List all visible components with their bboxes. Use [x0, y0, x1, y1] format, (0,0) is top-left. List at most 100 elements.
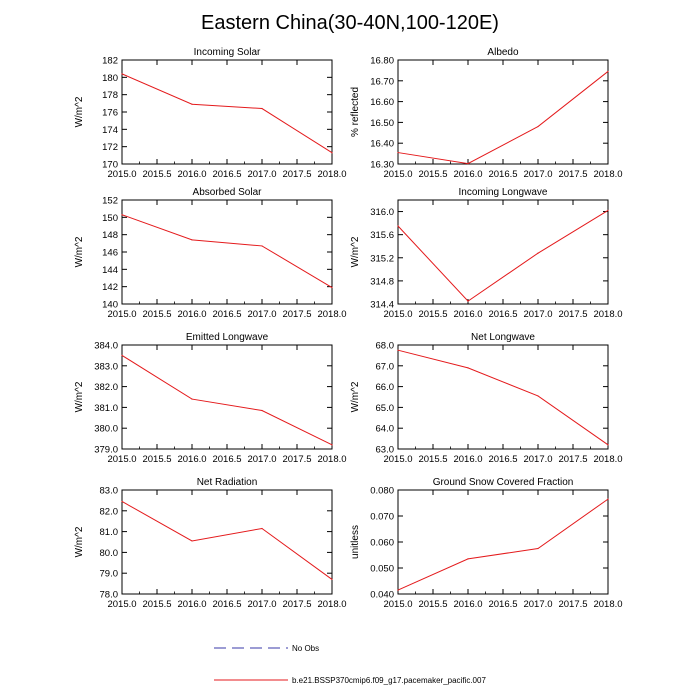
albedo-series-line	[397, 71, 609, 165]
albedo-ytick-label: 16.50	[370, 118, 394, 129]
incoming-solar-ytick-label: 176	[102, 108, 118, 119]
incoming-longwave-xtick-label: 2015.0	[383, 309, 412, 320]
emitted-longwave-xtick-label: 2018.0	[317, 454, 346, 465]
net-radiation-ytick-label: 80.0	[100, 548, 119, 559]
absorbed-solar-data-point	[121, 214, 123, 216]
incoming-longwave-data-point	[607, 209, 609, 211]
emitted-longwave-ytick-label: 380.0	[94, 424, 118, 435]
ground-snow-covered-fraction-ytick-label: 0.060	[370, 538, 394, 549]
net-longwave-xtick-label: 2018.0	[593, 454, 622, 465]
incoming-longwave-xtick-label: 2017.5	[558, 309, 587, 320]
absorbed-solar-ylabel: W/m^2	[74, 236, 85, 267]
net-radiation-xtick-label: 2018.0	[317, 599, 346, 610]
emitted-longwave-xtick-label: 2017.5	[282, 454, 311, 465]
emitted-longwave-xtick-label: 2015.5	[142, 454, 171, 465]
incoming-longwave-data-point	[397, 225, 399, 227]
emitted-longwave-xtick-label: 2015.0	[107, 454, 136, 465]
emitted-longwave-plot-frame	[121, 344, 333, 450]
net-radiation-ytick-label: 78.0	[100, 590, 119, 601]
absorbed-solar-xtick-label: 2015.0	[107, 309, 136, 320]
net-radiation-ytick-label: 83.0	[100, 486, 119, 497]
net-longwave-data-point	[467, 367, 469, 369]
emitted-longwave-xtick-label: 2016.0	[177, 454, 206, 465]
net-longwave-ytick-label: 66.0	[376, 382, 395, 393]
absorbed-solar-xtick-label: 2016.0	[177, 309, 206, 320]
albedo-data-point	[537, 125, 539, 128]
ground-snow-covered-fraction-data-point	[607, 498, 609, 500]
absorbed-solar-xtick-label: 2016.5	[212, 309, 241, 320]
net-longwave-ytick-label: 65.0	[376, 403, 395, 414]
panel-emitted-longwave: Emitted Longwave W/m^2 2015.0 2015.5 2016.0 2…	[74, 332, 347, 465]
emitted-longwave-ytick-label: 384.0	[94, 341, 118, 352]
absorbed-solar-ytick-label: 142	[102, 282, 118, 293]
albedo-data-point	[397, 151, 399, 154]
incoming-longwave-data-point	[467, 300, 469, 302]
ground-snow-covered-fraction-xtick-label: 2017.0	[523, 599, 552, 610]
absorbed-solar-ytick-label: 152	[102, 196, 118, 207]
absorbed-solar-data-point	[191, 239, 193, 241]
net-longwave-data-point	[537, 395, 539, 397]
albedo-ytick-label: 16.80	[370, 56, 394, 67]
incoming-longwave-title: Incoming Longwave	[459, 187, 548, 198]
emitted-longwave-ytick-label: 381.0	[94, 403, 118, 414]
incoming-solar-ytick-label: 170	[102, 160, 118, 171]
incoming-solar-data-point	[121, 73, 123, 75]
incoming-longwave-ytick-label: 315.6	[370, 230, 394, 241]
incoming-longwave-xtick-label: 2016.0	[453, 309, 482, 320]
net-longwave-xtick-label: 2016.5	[488, 454, 517, 465]
net-longwave-series-line	[397, 349, 609, 446]
incoming-longwave-ytick-label: 315.2	[370, 253, 394, 264]
net-radiation-data-point	[331, 578, 333, 581]
albedo-xtick-label: 2016.5	[488, 169, 517, 180]
absorbed-solar-xtick-label: 2017.5	[282, 309, 311, 320]
incoming-solar-xtick-label: 2017.5	[282, 169, 311, 180]
emitted-longwave-ytick-label: 383.0	[94, 361, 118, 372]
net-longwave-xtick-label: 2015.0	[383, 454, 412, 465]
albedo-data-point	[467, 162, 469, 165]
net-radiation-xtick-label: 2015.0	[107, 599, 136, 610]
emitted-longwave-xtick-label: 2016.5	[212, 454, 241, 465]
albedo-ytick-label: 16.30	[370, 160, 394, 171]
emitted-longwave-ytick-label: 379.0	[94, 445, 118, 456]
ground-snow-covered-fraction-xtick-label: 2015.5	[418, 599, 447, 610]
absorbed-solar-data-point	[331, 286, 333, 289]
incoming-solar-xtick-label: 2016.0	[177, 169, 206, 180]
incoming-solar-title: Incoming Solar	[194, 47, 261, 58]
incoming-solar-xtick-label: 2015.5	[142, 169, 171, 180]
albedo-ytick-label: 16.60	[370, 97, 394, 108]
net-radiation-data-point	[261, 527, 263, 530]
emitted-longwave-title: Emitted Longwave	[186, 332, 269, 343]
net-radiation-plot-frame	[121, 489, 333, 595]
ground-snow-covered-fraction-ytick-label: 0.040	[370, 590, 394, 601]
panel-albedo: Albedo % reflected 2015.0 2015.5 2016.0 2016.…	[350, 47, 623, 180]
absorbed-solar-xtick-label: 2017.0	[247, 309, 276, 320]
emitted-longwave-xtick-label: 2017.0	[247, 454, 276, 465]
net-longwave-data-point	[607, 444, 609, 446]
emitted-longwave-data-point	[191, 398, 193, 400]
net-longwave-ytick-label: 63.0	[376, 445, 395, 456]
legend-no-obs-label: No Obs	[292, 644, 319, 653]
incoming-solar-xtick-label: 2018.0	[317, 169, 346, 180]
panel-incoming-longwave: Incoming Longwave W/m^2 2015.0 2015.5 2016.0…	[350, 187, 623, 320]
incoming-solar-xtick-label: 2017.0	[247, 169, 276, 180]
legend-model-label: b.e21.BSSP370cmip6.f09_g17.pacemaker_pac…	[292, 676, 486, 685]
ground-snow-covered-fraction-series-line	[397, 498, 609, 591]
incoming-solar-ytick-label: 180	[102, 73, 118, 84]
emitted-longwave-data-point	[261, 409, 263, 412]
net-radiation-ytick-label: 81.0	[100, 527, 119, 538]
incoming-longwave-ylabel: W/m^2	[350, 236, 361, 267]
panel-absorbed-solar: Absorbed Solar W/m^2 2015.0 2015.5 2016.0 201…	[74, 187, 347, 320]
emitted-longwave-data-point	[121, 354, 123, 356]
net-radiation-ytick-label: 82.0	[100, 506, 119, 517]
albedo-xtick-label: 2018.0	[593, 169, 622, 180]
absorbed-solar-title: Absorbed Solar	[193, 187, 263, 198]
ground-snow-covered-fraction-ytick-label: 0.050	[370, 564, 394, 575]
net-longwave-title: Net Longwave	[471, 332, 535, 343]
net-longwave-ytick-label: 68.0	[376, 341, 395, 352]
incoming-longwave-series-line	[397, 209, 609, 302]
incoming-longwave-xtick-label: 2017.0	[523, 309, 552, 320]
net-radiation-xtick-label: 2016.0	[177, 599, 206, 610]
panel-net-radiation: Net Radiation W/m^2 2015.0 2015.5 2016.0 2016…	[74, 477, 347, 610]
emitted-longwave-series-line	[121, 354, 333, 446]
